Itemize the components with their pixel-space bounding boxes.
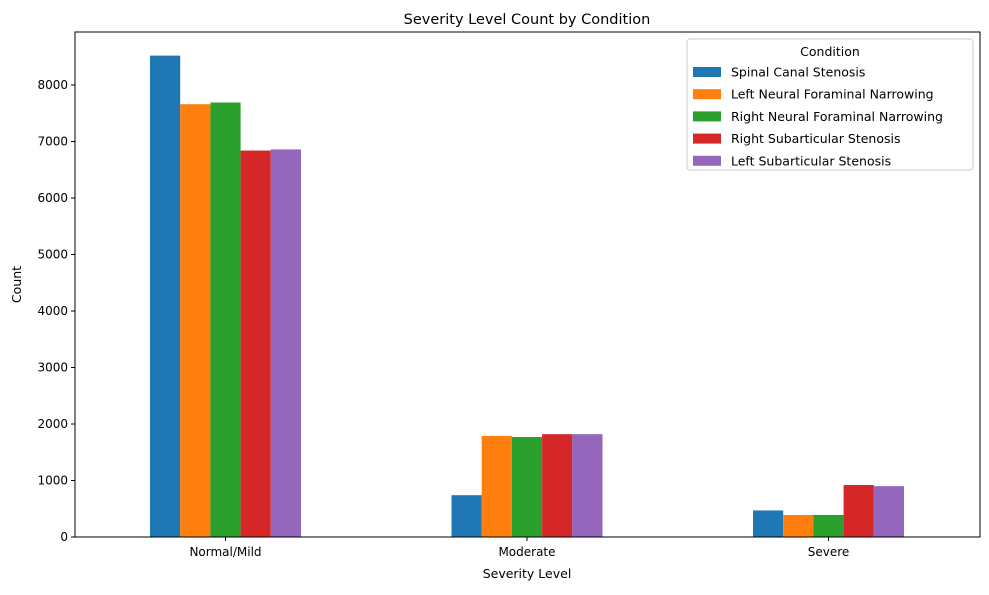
bar-right-neural-foraminal-narrowing-moderate (511, 437, 543, 537)
legend-label-right-subarticular-stenosis: Right Subarticular Stenosis (731, 131, 901, 146)
bar-left-subarticular-stenosis-severe (873, 486, 904, 537)
y-tick-label: 6000 (37, 191, 68, 205)
legend-label-left-neural-foraminal-narrowing: Left Neural Foraminal Narrowing (731, 87, 934, 102)
x-axis-ticks: Normal/Mild Moderate Severe (189, 537, 849, 559)
x-axis-label: Severity Level (483, 566, 572, 581)
x-tick-label: Moderate (498, 545, 555, 559)
y-axis-ticks: 0 1000 2000 3000 4000 5000 6000 7000 8000 (37, 78, 75, 544)
bar-right-subarticular-stenosis-normal-mild (240, 150, 271, 538)
legend-swatch-right-subarticular-stenosis (693, 133, 721, 144)
chart-title: Severity Level Count by Condition (404, 12, 651, 28)
y-tick-label: 3000 (37, 361, 68, 375)
legend-label-spinal-canal-stenosis: Spinal Canal Stenosis (731, 65, 865, 80)
bar-spinal-canal-stenosis-severe (753, 510, 784, 537)
plot-frame (74, 31, 981, 538)
bar-right-neural-foraminal-narrowing-severe (813, 514, 844, 537)
x-tick-label: Severe (808, 545, 850, 559)
bar-left-neural-foraminal-narrowing-severe (783, 514, 814, 537)
bar-left-subarticular-stenosis-moderate (572, 434, 603, 537)
legend-swatch-spinal-canal-stenosis (693, 67, 721, 77)
legend-swatch-right-neural-foraminal-narrowing (693, 111, 721, 122)
x-tick-label: Normal/Mild (189, 545, 261, 559)
y-tick-label: 7000 (37, 135, 68, 149)
legend: Condition Spinal Canal Stenosis Left Neur… (686, 38, 974, 171)
bar-left-neural-foraminal-narrowing-normal-mild (180, 104, 211, 538)
y-tick-label: 2000 (37, 417, 68, 431)
y-tick-label: 0 (60, 530, 68, 544)
bar-right-subarticular-stenosis-severe (843, 485, 874, 537)
legend-title: Condition (800, 44, 860, 59)
y-tick-label: 8000 (37, 78, 68, 92)
bar-spinal-canal-stenosis-normal-mild (150, 55, 181, 538)
y-tick-label: 5000 (37, 248, 68, 262)
legend-swatch-left-neural-foraminal-narrowing (693, 89, 721, 100)
legend-label-left-subarticular-stenosis: Left Subarticular Stenosis (731, 153, 891, 168)
y-tick-label: 4000 (37, 304, 68, 318)
bars-group (150, 55, 904, 538)
y-tick-label: 1000 (37, 474, 68, 488)
bar-left-neural-foraminal-narrowing-moderate (481, 435, 512, 537)
legend-swatch-left-subarticular-stenosis (693, 155, 721, 166)
legend-box (686, 38, 974, 171)
bar-right-neural-foraminal-narrowing-normal-mild (210, 102, 241, 537)
legend-label-right-neural-foraminal-narrowing: Right Neural Foraminal Narrowing (731, 109, 943, 124)
legend-items: Spinal Canal Stenosis Left Neural Foramin… (693, 65, 943, 168)
bar-spinal-canal-stenosis-moderate (451, 495, 482, 537)
y-axis-label: Count (9, 266, 24, 303)
bar-left-subarticular-stenosis-normal-mild (270, 149, 301, 537)
bar-right-subarticular-stenosis-moderate (542, 434, 573, 537)
